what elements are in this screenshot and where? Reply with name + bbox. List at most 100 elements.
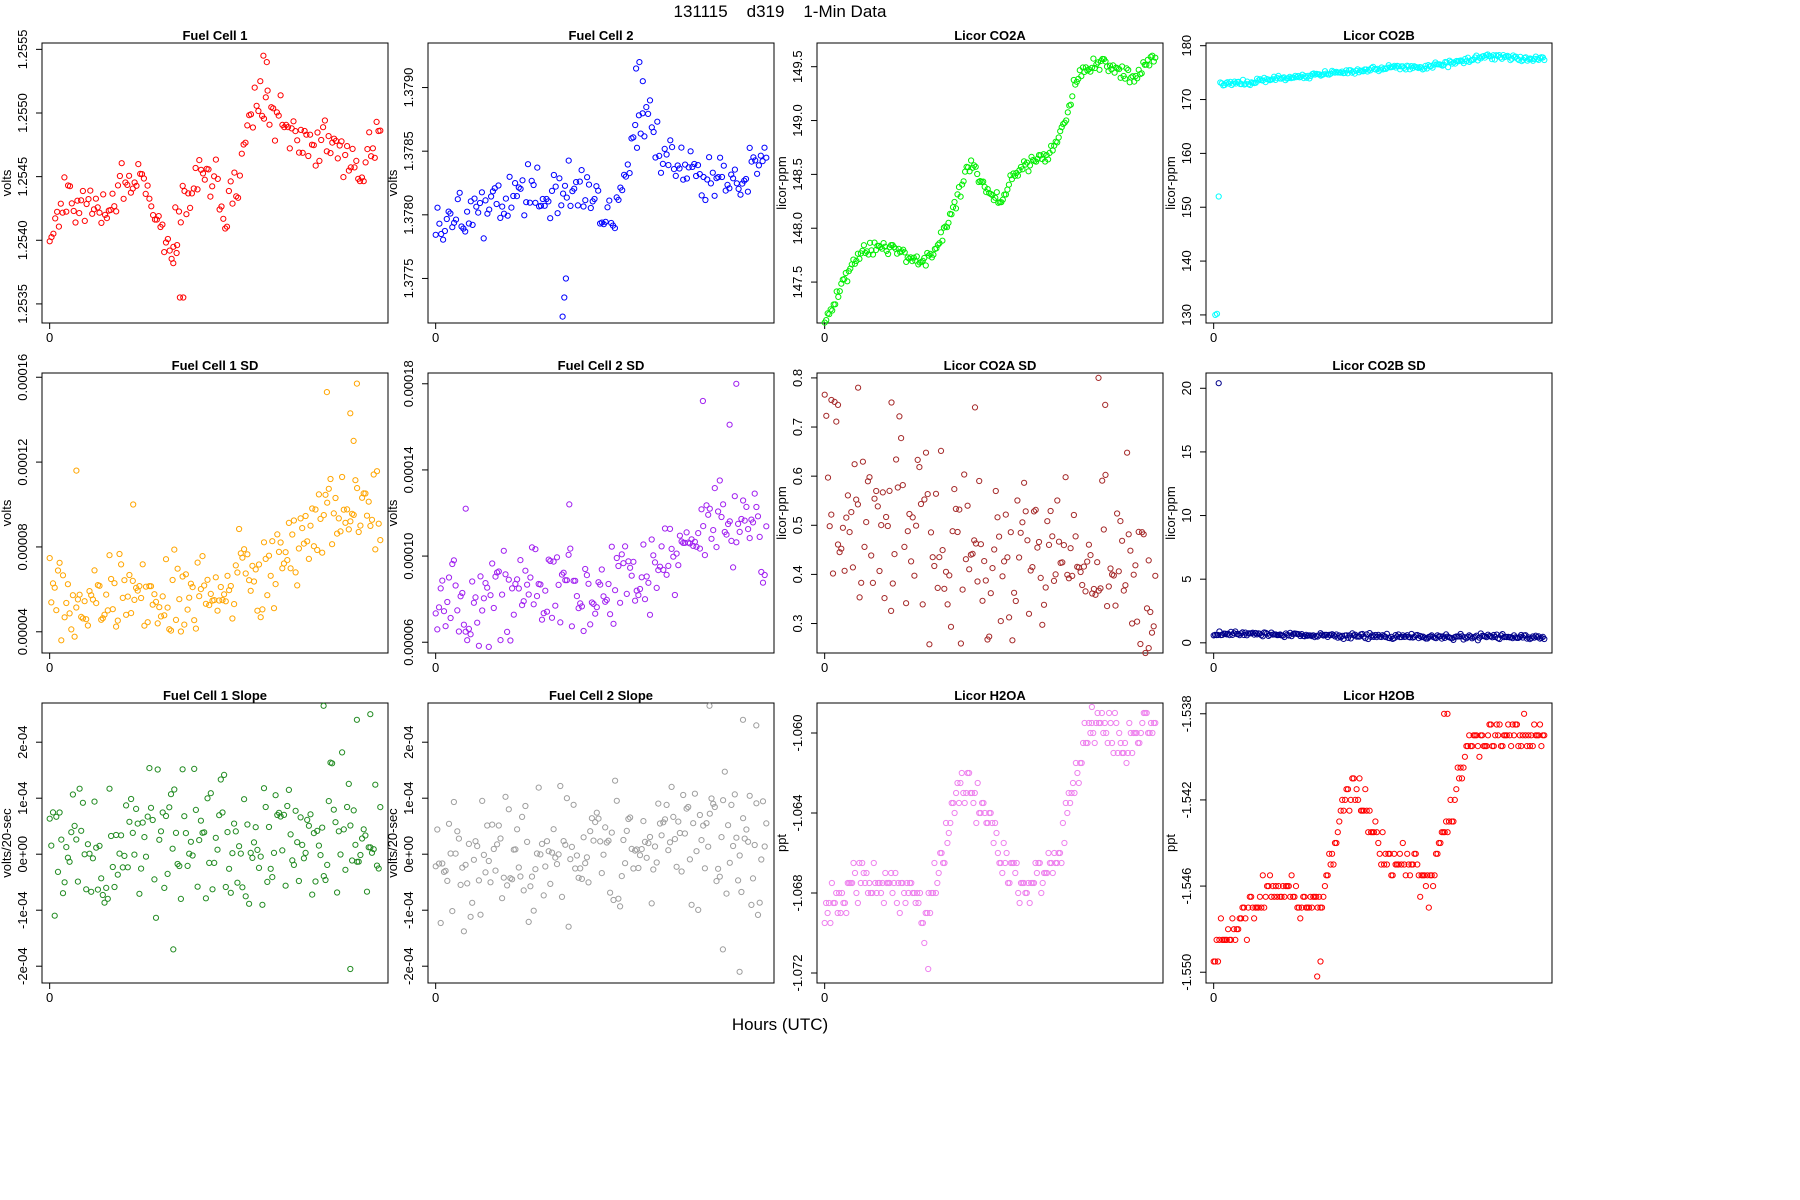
data-point: [602, 218, 609, 225]
data-point: [1333, 839, 1340, 847]
data-point: [1504, 52, 1511, 59]
data-point: [1271, 893, 1278, 900]
data-point: [445, 574, 453, 581]
data-point: [726, 859, 733, 866]
data-point: [893, 456, 900, 463]
data-point: [92, 195, 100, 202]
data-point: [1417, 893, 1424, 900]
y-tick-label: -1.060: [790, 715, 805, 752]
data-point: [253, 102, 260, 109]
data-point: [1060, 121, 1067, 128]
data-point: [1503, 732, 1510, 739]
data-point: [170, 946, 177, 953]
panel-title: Licor CO2B SD: [1332, 358, 1425, 373]
data-point: [1314, 904, 1321, 911]
panel-licor-co2a-sd: Licor CO2A SDlicor-ppm0.30.40.50.60.70.8…: [774, 358, 1164, 675]
data-point: [199, 170, 207, 177]
data-point: [344, 803, 351, 811]
data-point: [849, 564, 857, 571]
data-point: [552, 602, 559, 609]
data-point: [177, 895, 184, 903]
data-point: [1045, 156, 1052, 163]
data-point: [1487, 721, 1495, 728]
data-point: [989, 565, 996, 572]
data-point: [247, 587, 254, 594]
data-point: [578, 875, 586, 883]
data-point: [1363, 807, 1370, 814]
data-point: [663, 801, 670, 809]
data-point: [469, 578, 476, 585]
data-point: [557, 619, 564, 626]
x-axis-label: Hours (UTC): [731, 1015, 829, 1034]
data-point: [754, 170, 761, 177]
data-point: [945, 219, 952, 226]
plot-frame: [816, 372, 1164, 654]
data-point: [1518, 743, 1525, 750]
data-point: [1060, 542, 1068, 549]
data-point: [1232, 936, 1239, 944]
data-point: [537, 202, 545, 209]
data-point: [517, 557, 524, 564]
data-point: [138, 865, 145, 872]
data-point: [757, 152, 764, 159]
data-point: [532, 866, 539, 873]
data-point: [329, 760, 336, 767]
data-point: [593, 604, 600, 611]
data-point: [53, 607, 60, 614]
data-point: [1272, 883, 1279, 890]
data-point: [750, 154, 757, 161]
data-point: [238, 150, 245, 157]
x-tick-label: 0: [821, 660, 828, 675]
data-point: [290, 118, 297, 125]
data-point: [868, 552, 875, 559]
data-point: [367, 844, 374, 851]
plot-frame: [1205, 372, 1553, 654]
data-point: [222, 598, 229, 605]
data-point: [1441, 710, 1448, 717]
data-point: [1298, 904, 1305, 911]
data-point: [1297, 915, 1304, 922]
data-point: [1212, 958, 1219, 965]
data-point: [318, 136, 325, 144]
data-point: [295, 545, 302, 552]
y-tick-label: 0.5: [790, 516, 805, 534]
data-point: [761, 144, 768, 151]
data-point: [462, 861, 469, 868]
data-point: [1042, 584, 1049, 591]
data-point: [823, 317, 830, 324]
data-point: [723, 890, 730, 897]
data-point: [552, 183, 559, 190]
data-point: [1037, 152, 1044, 159]
data-point: [1124, 749, 1132, 757]
data-point: [525, 918, 532, 926]
data-point: [584, 174, 591, 181]
data-point: [1365, 829, 1372, 836]
data-point: [645, 110, 652, 118]
data-point: [73, 836, 80, 843]
data-point: [957, 779, 964, 787]
data-point: [746, 144, 753, 151]
data-point: [912, 899, 919, 907]
data-point: [633, 65, 640, 72]
data-point: [963, 789, 970, 797]
data-point: [255, 864, 263, 872]
data-point: [267, 572, 274, 579]
data-point: [71, 822, 78, 830]
plot-frame: [41, 42, 389, 324]
data-point: [155, 213, 162, 220]
data-point: [966, 566, 973, 573]
data-point: [170, 243, 177, 250]
data-point: [849, 879, 856, 887]
data-point: [726, 421, 733, 428]
data-point: [683, 175, 691, 182]
plot-frame: [427, 42, 775, 324]
data-point: [1249, 904, 1256, 911]
data-point: [1026, 899, 1033, 907]
data-point: [598, 219, 606, 226]
data-point: [362, 832, 369, 839]
data-point: [1150, 58, 1157, 65]
data-point: [680, 791, 687, 799]
data-point: [753, 503, 760, 511]
data-point: [227, 178, 234, 185]
data-point: [617, 599, 624, 606]
